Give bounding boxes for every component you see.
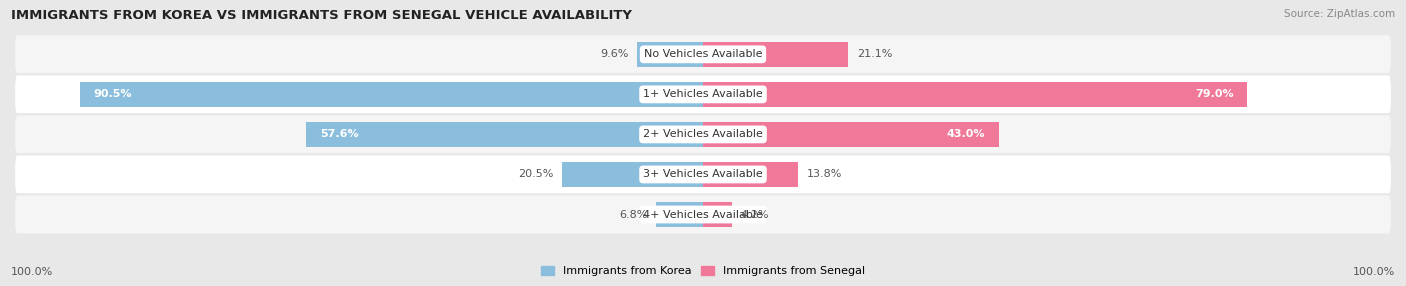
Bar [703,122,1000,147]
Text: 6.8%: 6.8% [620,210,648,219]
Text: 100.0%: 100.0% [1353,267,1395,277]
Text: Source: ZipAtlas.com: Source: ZipAtlas.com [1284,9,1395,19]
Bar [562,162,703,187]
FancyBboxPatch shape [14,194,1392,235]
Bar [703,202,733,227]
Text: IMMIGRANTS FROM KOREA VS IMMIGRANTS FROM SENEGAL VEHICLE AVAILABILITY: IMMIGRANTS FROM KOREA VS IMMIGRANTS FROM… [11,9,633,21]
FancyBboxPatch shape [14,114,1392,154]
Bar [703,162,799,187]
Text: 90.5%: 90.5% [93,90,132,99]
Text: 20.5%: 20.5% [519,170,554,179]
Bar [637,42,703,67]
Text: 3+ Vehicles Available: 3+ Vehicles Available [643,170,763,179]
FancyBboxPatch shape [14,74,1392,114]
Text: 100.0%: 100.0% [11,267,53,277]
Text: No Vehicles Available: No Vehicles Available [644,49,762,59]
Bar [80,82,703,107]
Text: 43.0%: 43.0% [948,130,986,139]
Text: 2+ Vehicles Available: 2+ Vehicles Available [643,130,763,139]
Text: 4+ Vehicles Available: 4+ Vehicles Available [643,210,763,219]
Legend: Immigrants from Korea, Immigrants from Senegal: Immigrants from Korea, Immigrants from S… [537,261,869,281]
Bar [703,82,1247,107]
FancyBboxPatch shape [14,154,1392,194]
Bar [703,42,848,67]
Text: 9.6%: 9.6% [600,49,628,59]
Bar [657,202,703,227]
Text: 21.1%: 21.1% [856,49,891,59]
Bar [307,122,703,147]
Text: 57.6%: 57.6% [321,130,359,139]
Text: 1+ Vehicles Available: 1+ Vehicles Available [643,90,763,99]
Text: 79.0%: 79.0% [1195,90,1233,99]
Text: 4.2%: 4.2% [740,210,769,219]
FancyBboxPatch shape [14,34,1392,74]
Text: 13.8%: 13.8% [807,170,842,179]
